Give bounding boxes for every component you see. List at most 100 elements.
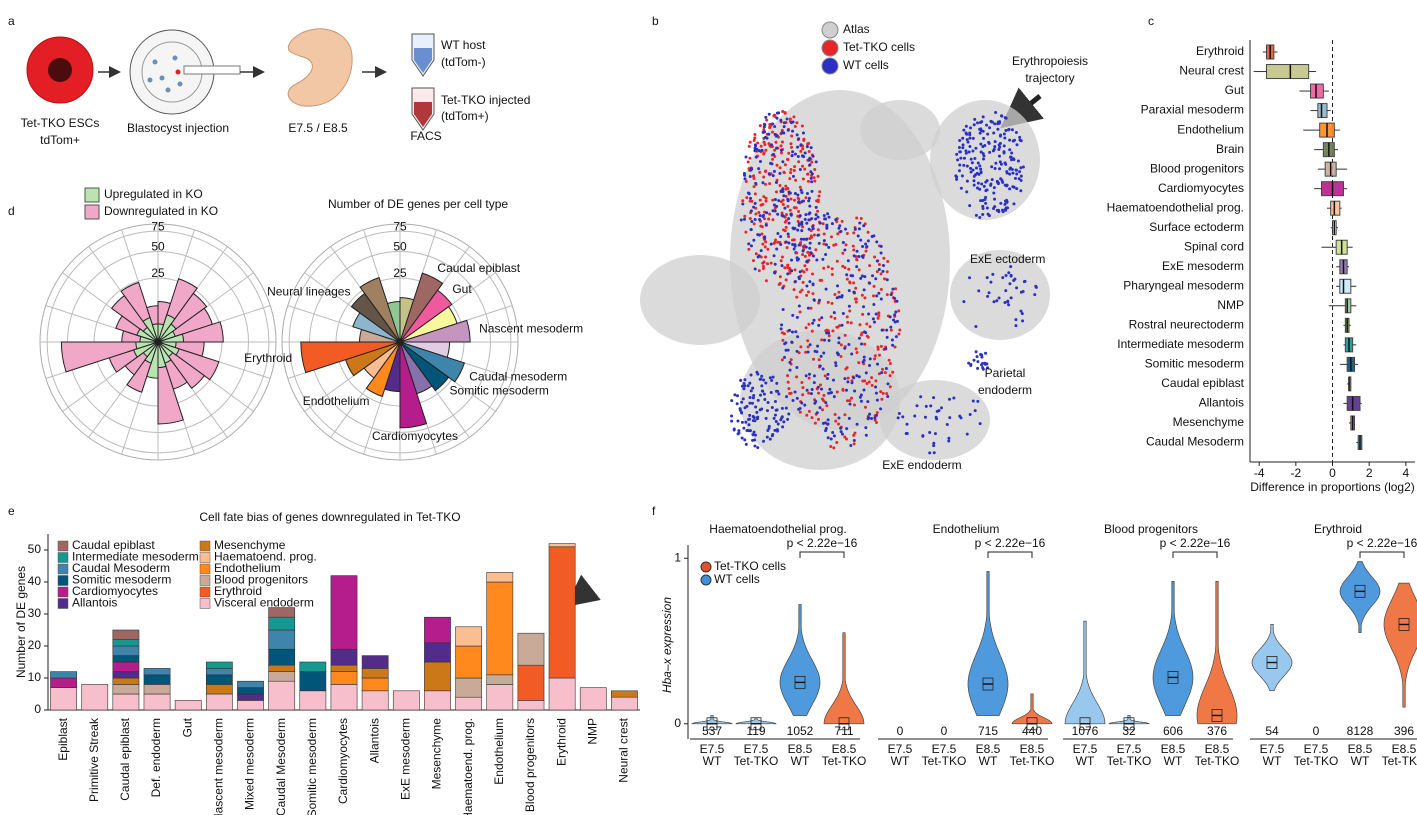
cell-point [962,300,966,304]
bar-segment [361,677,389,692]
y-tick-label: 40 [28,574,42,588]
atlas-cloud [640,255,760,345]
cell-point [789,391,793,395]
cell-point [786,417,790,421]
cell-point [852,376,856,380]
cell-point [814,205,818,209]
cell-point [833,413,837,417]
cell-point [808,343,812,347]
polar-bar [399,341,428,429]
cell-point [804,350,808,354]
legend-label: Visceral endoderm [214,596,314,610]
bar-segment [237,680,264,688]
cell-point [846,380,850,384]
cell-point [785,117,789,121]
x-tick-label: E8.5 [1205,742,1230,756]
cell-point [869,417,873,421]
cell-point [825,331,829,335]
cell-point [777,199,781,203]
cell-point [807,376,811,380]
cell-point [861,245,865,249]
cell-point [847,416,851,420]
legend-label: Downregulated in KO [104,204,218,218]
polar-bar [157,333,185,343]
cell-point [819,354,823,358]
cell-point [762,175,766,179]
cell-point [801,199,805,203]
cell-point [820,408,824,412]
cell-point [782,194,786,198]
cell-point [984,195,988,199]
violin [735,718,777,725]
cell-point [876,347,880,351]
cell-point [868,281,872,285]
cell-point [968,204,972,208]
cell-point [757,167,761,171]
cell-point [815,199,819,203]
cell-point [794,330,798,334]
cell-point [793,152,797,156]
polar-bar [399,341,466,383]
cell-point [850,352,854,356]
x-tick-label: Neural crest [617,717,631,782]
x-tick-label: WT [1164,754,1183,768]
cell-point [981,204,985,208]
cell-point [894,335,898,339]
cell-point [998,167,1002,171]
cell-point [813,167,817,171]
cell-point [780,213,784,217]
cell-point [826,212,830,216]
chart-title: Erythroid [1314,522,1362,536]
cell-point [861,379,865,383]
cell-count: 1052 [787,724,814,738]
cell-point [779,148,783,152]
cell-point [798,167,802,171]
cell-point [999,201,1003,205]
cell-point [892,318,896,322]
cell-point [968,413,972,417]
cell-point [779,144,783,148]
cell-point [748,381,752,385]
cell-point [775,111,779,115]
cell-point [792,288,796,292]
cell-point [857,361,861,365]
cell-point [786,199,790,203]
significance-bracket [1359,551,1405,558]
bar-segment [205,684,233,695]
cell-point [812,298,816,302]
cell-point [998,160,1002,164]
cell-point [790,134,794,138]
cell-point [742,387,746,391]
cell-points [730,110,1038,455]
cell-point [758,170,762,174]
cell-point [810,172,814,176]
cell-point [791,174,795,178]
bar-segment [81,684,109,711]
cell-point [774,181,778,185]
cell-point [879,390,883,394]
cell-point [758,159,762,163]
cell-point [791,398,795,402]
legend-label: Upregulated in KO [104,187,203,201]
cell-point [780,358,784,362]
cell-point [752,176,756,180]
cell-point [810,235,814,239]
y-tick-label: 1 [674,550,681,564]
cell-point [879,407,883,411]
y-tick-label: Caudal Mesoderm [1146,435,1244,449]
cell-point [767,112,771,116]
cell-point [811,283,815,287]
y-tick-label: Somitic mesoderm [1145,357,1244,371]
cell-point [780,211,784,215]
cell-point [782,125,786,129]
cell-point [1007,303,1011,307]
cell-point [959,416,963,420]
cell-point [808,241,812,245]
cell-point [884,347,888,351]
bar-segment [548,677,576,711]
legend-swatch [57,575,69,586]
cell-point [772,254,776,258]
cell-point [981,212,985,216]
cell-point [862,305,866,309]
cell-point [1002,144,1006,148]
